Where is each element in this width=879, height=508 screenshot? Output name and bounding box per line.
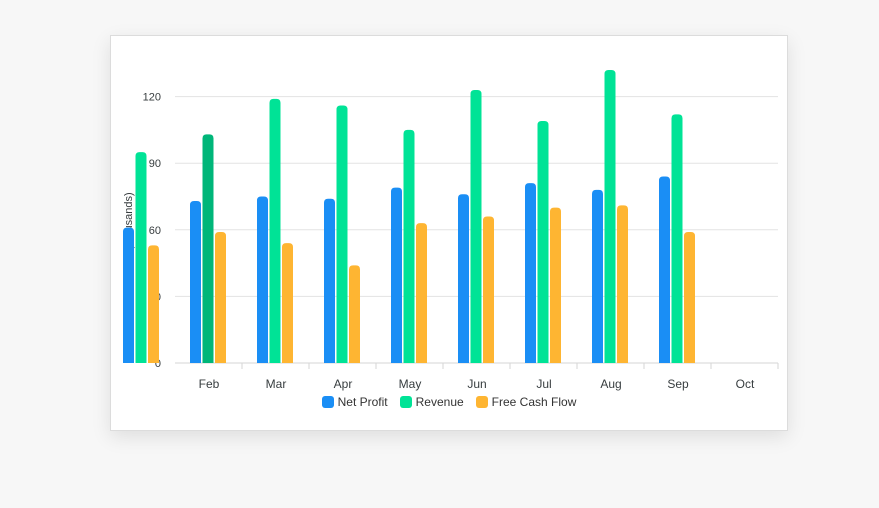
bar-revenue-jan[interactable] — [135, 152, 147, 363]
legend-item-net-profit[interactable]: Net Profit — [321, 395, 388, 409]
x-tick-label: Mar — [266, 377, 287, 391]
bar-revenue-jun[interactable] — [470, 89, 482, 363]
bar-free-cash-flow-sep[interactable] — [684, 232, 695, 363]
legend-label: Free Cash Flow — [491, 395, 577, 409]
bar-free-cash-flow-jan[interactable] — [148, 245, 159, 363]
bar-net-profit-feb[interactable] — [190, 200, 201, 363]
x-tick-label: Jun — [467, 377, 486, 391]
x-tick-label: Oct — [736, 377, 755, 391]
bar-free-cash-flow-mar[interactable] — [282, 243, 293, 363]
bar-net-profit-aug[interactable] — [592, 189, 603, 363]
bar-revenue-aug[interactable] — [604, 69, 616, 364]
bar-net-profit-jan[interactable] — [123, 227, 134, 363]
bar-revenue-sep[interactable] — [671, 114, 683, 363]
bar-net-profit-mar[interactable] — [257, 196, 268, 364]
x-tick-label: Aug — [600, 377, 621, 391]
bar-net-profit-jun[interactable] — [458, 194, 469, 363]
legend-item-free-cash-flow[interactable]: Free Cash Flow — [475, 395, 577, 409]
legend-swatch — [475, 396, 488, 408]
x-tick-label: Feb — [199, 377, 220, 391]
bar-revenue-apr[interactable] — [336, 105, 348, 363]
legend: Net Profit Revenue Free Cash Flow — [111, 395, 787, 409]
bar-free-cash-flow-apr[interactable] — [349, 265, 360, 363]
bar-net-profit-sep[interactable] — [659, 176, 670, 363]
bar-free-cash-flow-jun[interactable] — [483, 216, 494, 363]
x-tick-label: Sep — [667, 377, 689, 391]
y-tick-label: 120 — [143, 92, 161, 104]
y-tick-label: 60 — [149, 225, 161, 237]
x-tick-label: Jul — [536, 377, 551, 391]
y-tick-label: 0 — [155, 358, 161, 370]
bar-net-profit-may[interactable] — [391, 187, 402, 363]
bar-revenue-jul[interactable] — [537, 121, 549, 364]
legend-item-revenue[interactable]: Revenue — [399, 395, 464, 409]
bar-net-profit-apr[interactable] — [324, 198, 335, 363]
legend-swatch — [399, 396, 412, 408]
chart-card: 0306090120$ (thousands)FebMarAprMayJunJu… — [110, 35, 788, 431]
bar-free-cash-flow-jul[interactable] — [550, 207, 561, 363]
bar-chart: 0306090120$ (thousands)FebMarAprMayJunJu… — [123, 69, 779, 391]
bar-net-profit-jul[interactable] — [525, 183, 536, 363]
y-tick-label: 90 — [149, 158, 161, 170]
legend-swatch — [321, 396, 334, 408]
bar-free-cash-flow-may[interactable] — [416, 223, 427, 363]
bar-revenue-may[interactable] — [403, 129, 415, 363]
bar-free-cash-flow-feb[interactable] — [215, 232, 226, 363]
x-tick-label: Apr — [334, 377, 353, 391]
bar-revenue-feb[interactable] — [202, 134, 214, 363]
x-tick-label: May — [399, 377, 422, 391]
bar-revenue-mar[interactable] — [269, 98, 281, 363]
legend-label: Revenue — [415, 395, 464, 409]
legend-label: Net Profit — [337, 395, 388, 409]
bar-free-cash-flow-aug[interactable] — [617, 205, 628, 363]
